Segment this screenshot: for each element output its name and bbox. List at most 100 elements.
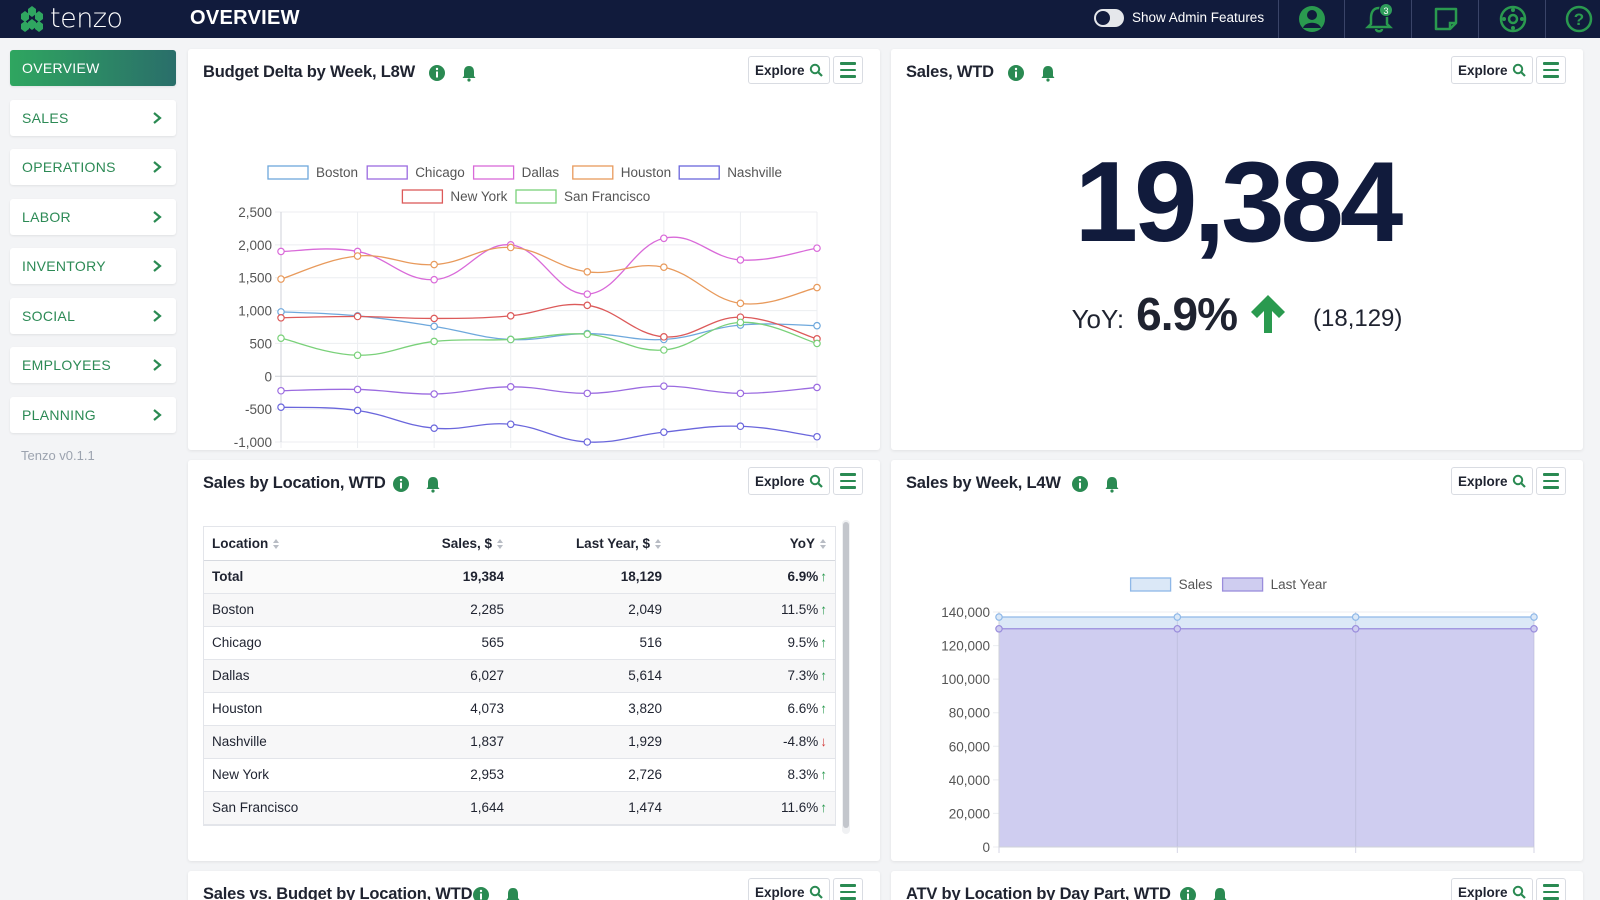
sidebar-item-employees[interactable]: EMPLOYEES [10,347,176,383]
sales-cell: 1,644 [362,791,512,825]
data-point [583,290,592,298]
arrow-up-icon: ↑ [820,800,827,815]
column-header-location[interactable]: Location [204,527,362,561]
legend-swatch [1221,577,1264,592]
y-tick-label: -500 [245,402,272,417]
bell-icon[interactable] [1211,886,1229,900]
card-menu-button[interactable] [1536,878,1566,900]
sidebar-item-sales[interactable]: SALES [10,100,176,136]
sidebar-item-social[interactable]: SOCIAL [10,298,176,334]
y-tick-label: 0 [982,840,990,855]
arrow-down-icon: ↓ [820,734,827,749]
legend-label: Last Year [1271,577,1328,592]
info-icon[interactable] [1071,475,1089,493]
data-point [353,406,362,415]
sidebar-item-label: INVENTORY [22,258,106,274]
location-cell: Boston [204,593,362,627]
yoy-value: 6.6% [787,701,819,716]
info-icon[interactable] [392,475,410,493]
card-menu-button[interactable] [833,878,863,900]
explore-button[interactable]: Explore [748,56,830,84]
card-menu-button[interactable] [833,56,863,84]
info-icon[interactable] [472,886,490,900]
column-header-sales[interactable]: Sales, $ [362,527,512,561]
info-icon[interactable] [1007,64,1025,82]
data-point [506,335,515,344]
data-point [506,420,515,429]
bell-icon[interactable]: 3 [1362,2,1396,36]
yoy-cell: -4.8% ↓ [670,725,835,759]
data-point [583,330,592,339]
legend-swatch [366,165,408,180]
card-menu-button[interactable] [1536,56,1566,84]
data-point [583,389,592,398]
bell-icon[interactable] [424,475,442,493]
explore-button[interactable]: Explore [1451,56,1533,84]
bell-icon[interactable] [460,64,478,82]
data-point [813,283,821,292]
sort-icon [820,539,826,550]
explore-button[interactable]: Explore [1451,467,1533,495]
sort-icon [655,539,661,550]
legend-swatch [572,165,614,180]
x-tick-label: 10/26/20 [1329,859,1382,860]
data-point [353,312,362,321]
data-point [430,390,438,398]
last-year-cell: 516 [512,626,670,660]
info-icon[interactable] [1179,886,1197,900]
y-tick-label: 2,500 [238,205,272,220]
sidebar-item-inventory[interactable]: INVENTORY [10,248,176,284]
data-point [506,312,515,320]
explore-button[interactable]: Explore [748,467,830,495]
data-point [660,428,668,436]
arrow-up-icon: ↑ [820,602,827,617]
table-row: Nashville 1,837 1,929 -4.8% ↓ [204,725,835,759]
yoy-value: 6.9% [787,569,819,584]
data-point [995,624,1003,633]
legend-swatch [472,165,515,180]
data-point [1530,613,1538,621]
column-header-yoy[interactable]: YoY [670,527,835,561]
logo[interactable]: tenzo [17,4,123,34]
explore-button[interactable]: Explore [1451,878,1533,900]
sidebar-item-planning[interactable]: PLANNING [10,397,176,433]
yoy-cell: 11.5% ↑ [670,593,835,627]
legend-label: Dallas [522,165,560,180]
series-line-chicago [280,385,818,395]
card-title: ATV by Location by Day Part, WTD [906,885,1171,900]
data-point [736,299,745,308]
card-title: Sales by Week, L4W [906,474,1061,492]
data-point [813,244,821,252]
info-icon[interactable] [428,64,446,82]
sales-cell: 6,027 [362,659,512,693]
table-scrollbar[interactable] [842,520,850,834]
sales-cell: 565 [362,626,512,660]
chevron-right-icon [153,161,162,173]
y-tick-label: 2,000 [238,238,272,253]
card-menu-button[interactable] [833,467,863,495]
settings-icon[interactable] [1496,2,1530,36]
bell-icon[interactable] [1103,475,1121,493]
help-icon[interactable]: ? [1562,2,1596,36]
admin-features-label: Show Admin Features [1132,10,1265,25]
legend-label: Chicago [415,165,465,180]
bell-icon[interactable] [1039,64,1057,82]
sidebar-item-operations[interactable]: OPERATIONS [10,149,176,185]
sidebar-item-overview[interactable]: OVERVIEW [10,50,176,86]
arrow-up-icon: ↑ [820,767,827,782]
legend-swatch [401,189,444,204]
sidebar-item-labor[interactable]: LABOR [10,199,176,235]
column-header-last-year[interactable]: Last Year, $ [512,527,670,561]
explore-button[interactable]: Explore [748,878,830,900]
chevron-right-icon [153,310,162,322]
user-icon[interactable] [1295,2,1329,36]
last-year-value: (18,129) [1313,305,1403,332]
data-point [660,333,668,341]
admin-features-toggle[interactable] [1094,9,1124,27]
svg-text:?: ? [1574,10,1584,29]
sales-by-week-area-chart: Sales Last Year 0 20,000 40,000 60,000 80,000 1… [941,577,1560,860]
notes-icon[interactable] [1429,2,1463,36]
last-year-cell: 2,049 [512,593,670,627]
bell-icon[interactable] [504,886,522,900]
card-menu-button[interactable] [1536,467,1566,495]
